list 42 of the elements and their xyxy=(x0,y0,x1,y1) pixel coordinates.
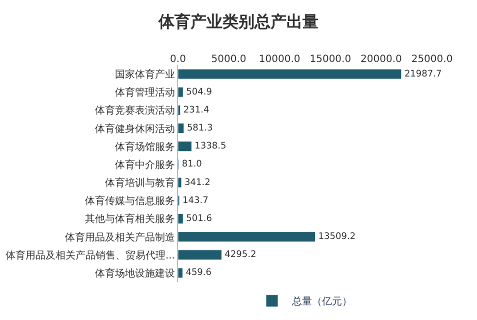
bar xyxy=(178,232,316,242)
legend-label: 总量（亿元） xyxy=(291,296,352,308)
y-tick-label: 体育健身休闲活动 xyxy=(95,122,175,135)
bar xyxy=(178,177,182,188)
data-label: 81.0 xyxy=(182,160,202,170)
data-label: 501.6 xyxy=(186,214,212,224)
y-tick-label: 体育培训与教育 xyxy=(105,177,175,190)
y-tick-label: 体育管理活动 xyxy=(115,86,175,99)
data-label: 4295.2 xyxy=(224,250,256,260)
x-tick-label: 15000.0 xyxy=(310,54,352,65)
bar xyxy=(178,123,184,134)
data-label: 13509.2 xyxy=(318,232,356,242)
bar xyxy=(178,141,192,152)
data-label: 459.6 xyxy=(186,268,212,278)
y-tick-label: 体育用品及相关产品制造 xyxy=(65,231,175,244)
bar xyxy=(178,268,183,278)
chart-title: 体育产业类别总产出量 xyxy=(158,12,318,32)
y-tick-label: 体育中介服务 xyxy=(115,158,175,171)
bar xyxy=(178,250,222,260)
bar xyxy=(178,86,184,98)
x-tick-label: 25000.0 xyxy=(411,54,453,65)
y-tick-label: 体育场地设施建设 xyxy=(95,267,175,280)
bar xyxy=(178,213,184,224)
y-tick-label: 体育用品及相关产品销售、贸易代理... xyxy=(5,249,175,262)
data-label: 21987.7 xyxy=(404,69,442,80)
x-tick-label: 0.0 xyxy=(170,54,186,65)
data-label: 1338.5 xyxy=(194,142,226,152)
data-label: 231.4 xyxy=(183,105,210,116)
y-tick-label: 体育传媒与信息服务 xyxy=(85,195,175,208)
y-tick-label: 其他与体育相关服务 xyxy=(85,213,175,226)
y-tick-label: 体育竞赛表演活动 xyxy=(95,104,175,117)
x-tick-label: 5000.0 xyxy=(211,54,246,65)
x-tick-label: 10000.0 xyxy=(258,54,300,65)
x-tick-label: 20000.0 xyxy=(360,54,402,65)
data-label: 341.2 xyxy=(184,178,210,188)
data-label: 143.7 xyxy=(182,196,208,206)
y-tick-label: 体育场馆服务 xyxy=(115,140,175,153)
bar xyxy=(178,104,181,116)
data-label: 504.9 xyxy=(186,87,212,98)
data-label: 581.3 xyxy=(186,124,214,134)
bar xyxy=(178,68,402,80)
y-tick-label: 国家体育产业 xyxy=(115,68,175,81)
